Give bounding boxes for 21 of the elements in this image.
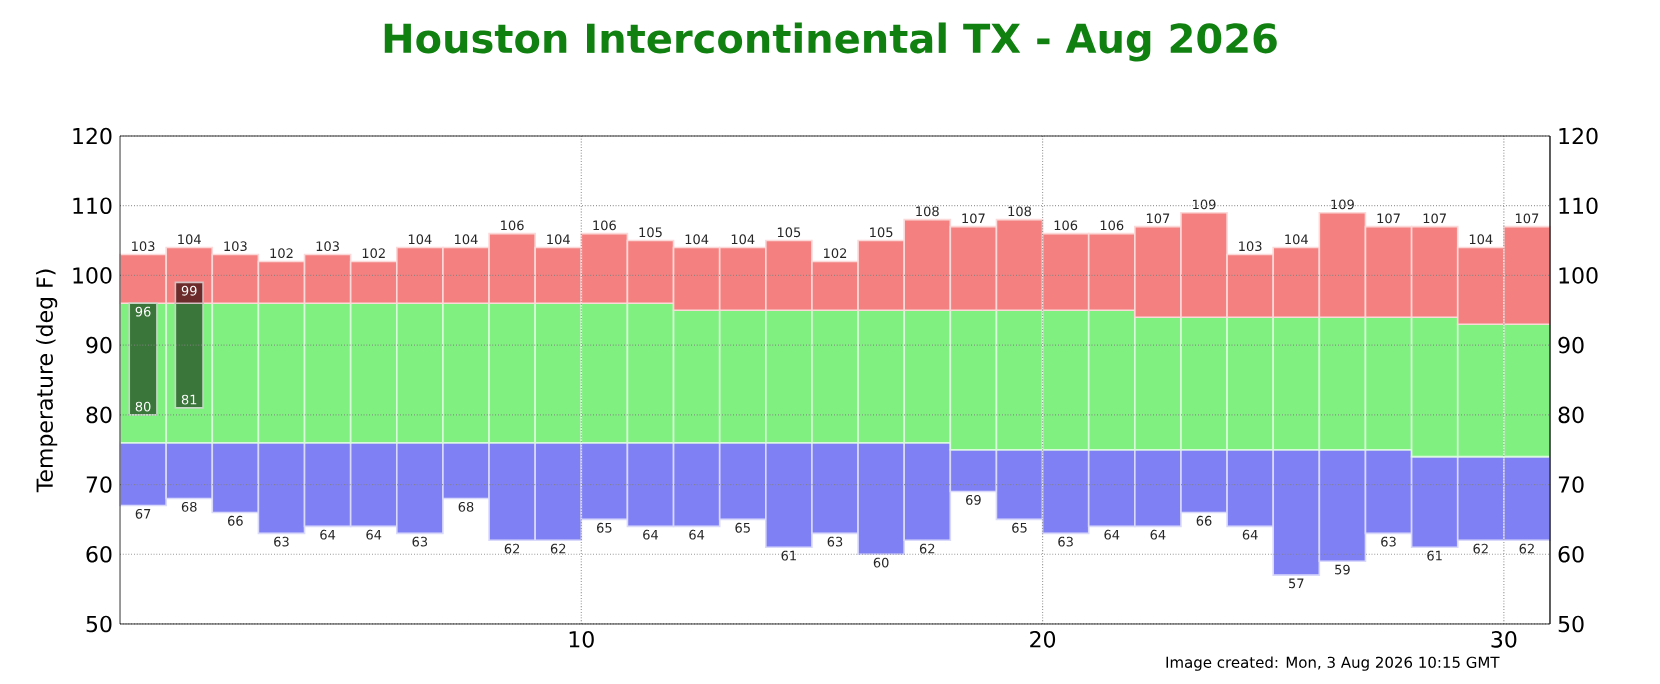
y2-tick-label: 90 [1558, 336, 1584, 354]
chart-title: Houston Intercontinental TX - Aug 2026 [384, 22, 1277, 62]
y-tick-label: 90 [86, 336, 112, 354]
y-tick-label: 80 [86, 406, 112, 424]
y-tick-label: 120 [73, 127, 112, 145]
x-tick-label: 30 [1491, 631, 1517, 648]
y-tick-label: 100 [73, 267, 112, 284]
y2-tick-label: 110 [1559, 197, 1598, 215]
y-tick-label: 110 [73, 197, 112, 215]
y2-tick-label: 80 [1558, 406, 1584, 424]
y2-tick-label: 100 [1559, 267, 1598, 284]
x-tick-label: 10 [569, 631, 594, 648]
y-axis-title: Temperature (deg F) [35, 269, 58, 493]
y-tick-label: 70 [86, 476, 112, 493]
y2-tick-label: 60 [1558, 545, 1584, 563]
y2-tick-label: 50 [1558, 615, 1584, 633]
y-tick-label: 60 [86, 545, 112, 563]
y2-tick-label: 70 [1558, 476, 1584, 493]
y2-tick-label: 120 [1559, 127, 1598, 145]
x-tick-label: 20 [1030, 631, 1056, 648]
y-tick-label: 50 [86, 615, 112, 633]
